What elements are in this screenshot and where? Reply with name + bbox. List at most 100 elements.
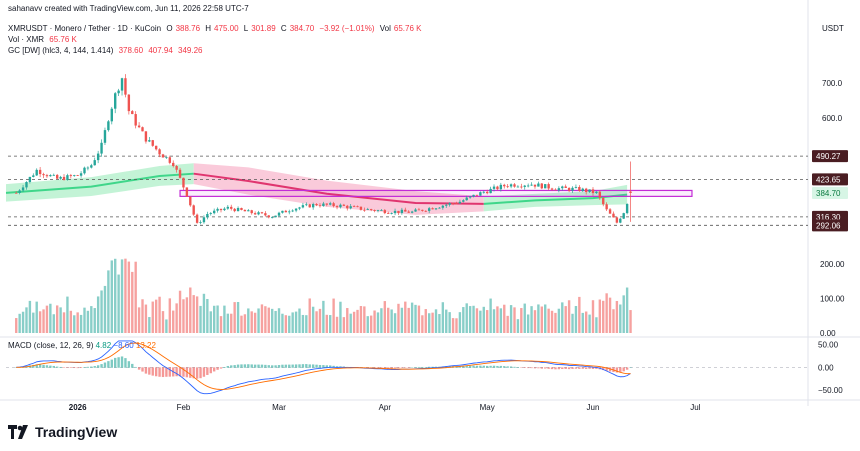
volume-bar	[438, 314, 441, 333]
volume-bar	[236, 301, 240, 333]
macd-histogram-bar	[465, 365, 468, 368]
vol-label: Vol	[379, 24, 391, 33]
time-axis-label: Jun	[587, 403, 600, 412]
volume-bar	[421, 315, 424, 333]
candle-body	[414, 209, 417, 212]
volume-bar	[189, 287, 192, 333]
candle-body	[134, 114, 137, 126]
candle-body	[407, 211, 410, 213]
volume-bar	[257, 308, 260, 333]
volume-bar	[431, 312, 434, 333]
candle-body	[465, 197, 468, 201]
candle-body	[59, 176, 62, 179]
volume-legend: Vol · XMR 65.76 K	[8, 35, 80, 45]
macd-histogram-bar	[271, 365, 274, 368]
volume-bar	[516, 319, 520, 333]
macd-histogram-bar	[45, 365, 49, 368]
volume-bar	[230, 313, 233, 333]
volume-bar	[185, 297, 189, 333]
tradingview-logo[interactable]: TradingView	[8, 424, 117, 440]
macd-histogram-bar	[547, 367, 550, 369]
price-label-box	[812, 186, 848, 199]
open-value: 388.76	[175, 24, 201, 33]
macd-histogram-bar	[574, 367, 578, 369]
volume-bar	[526, 314, 530, 333]
candle-body	[342, 204, 346, 206]
volume-bar	[45, 305, 49, 333]
candle-body	[93, 160, 96, 166]
volume-bar	[468, 306, 472, 333]
volume-bar	[151, 301, 154, 333]
macd-histogram-bar	[277, 365, 281, 368]
candle-body	[32, 175, 35, 177]
macd-histogram-bar	[114, 357, 117, 368]
price-label-text: 316.30	[816, 213, 841, 222]
macd-histogram-bar	[591, 367, 595, 369]
candle-body	[602, 197, 605, 205]
candle-body	[219, 208, 223, 211]
candle-body	[110, 108, 113, 122]
candle-body	[540, 183, 543, 189]
volume-bar	[356, 309, 359, 333]
macd-histogram-bar	[608, 367, 612, 372]
candle-body	[410, 211, 414, 213]
candle-body	[608, 209, 612, 214]
macd-histogram-bar	[387, 367, 390, 369]
macd-histogram-bar	[55, 366, 59, 368]
macd-histogram-bar	[516, 367, 520, 368]
volume-bar	[55, 305, 59, 333]
candle-body	[427, 208, 431, 211]
macd-histogram-bar	[219, 367, 223, 369]
candle-body	[421, 209, 424, 211]
macd-histogram-bar	[199, 367, 202, 379]
volume-bar	[455, 318, 458, 333]
macd-histogram-bar	[137, 367, 141, 370]
candle-body	[578, 186, 581, 191]
macd-label: MACD (close, 12, 26, 9)	[8, 341, 94, 350]
macd-histogram-bar	[100, 364, 103, 368]
candle-body	[73, 175, 76, 177]
candle-body	[230, 206, 233, 209]
volume-bar	[15, 318, 18, 333]
volume-bar	[165, 319, 168, 333]
macd-histogram-bar	[523, 367, 526, 368]
volume-bar	[427, 313, 431, 333]
macd-tick-label: 0.00	[818, 363, 834, 372]
candle-body	[158, 149, 161, 155]
volume-bar	[424, 309, 427, 333]
candle-body	[144, 131, 148, 142]
candle-body	[86, 167, 90, 169]
candle-body	[25, 181, 28, 188]
candle-body	[591, 189, 595, 194]
candle-body	[462, 200, 465, 202]
volume-bar	[192, 295, 195, 333]
macd-histogram-bar	[561, 367, 564, 370]
macd-histogram-bar	[103, 362, 107, 368]
volume-bar	[363, 306, 366, 333]
candle-body	[124, 78, 127, 95]
time-axis-label: Apr	[379, 403, 392, 412]
candle-body	[356, 206, 359, 208]
macd-histogram-bar	[127, 361, 131, 368]
price-label-text: 384.70	[816, 189, 841, 198]
volume-bar	[114, 258, 117, 333]
candle-body	[100, 142, 103, 154]
time-axis-label: 2026	[69, 403, 87, 412]
volume-bar	[513, 307, 516, 333]
volume-bar	[486, 310, 489, 333]
macd-histogram-bar	[445, 366, 448, 368]
candle-body	[117, 90, 120, 94]
candle-body	[404, 209, 407, 212]
candle-body	[15, 192, 18, 194]
volume-bar	[219, 316, 223, 333]
macd-histogram-bar	[195, 367, 199, 379]
volume-bar	[199, 305, 202, 333]
macd-histogram-bar	[284, 364, 288, 368]
candle-body	[479, 192, 482, 196]
volume-bar	[209, 311, 212, 333]
gc-lower-value: 349.26	[178, 46, 203, 55]
candle-body	[322, 203, 325, 207]
volume-bar	[83, 307, 86, 333]
candle-body	[438, 207, 441, 209]
